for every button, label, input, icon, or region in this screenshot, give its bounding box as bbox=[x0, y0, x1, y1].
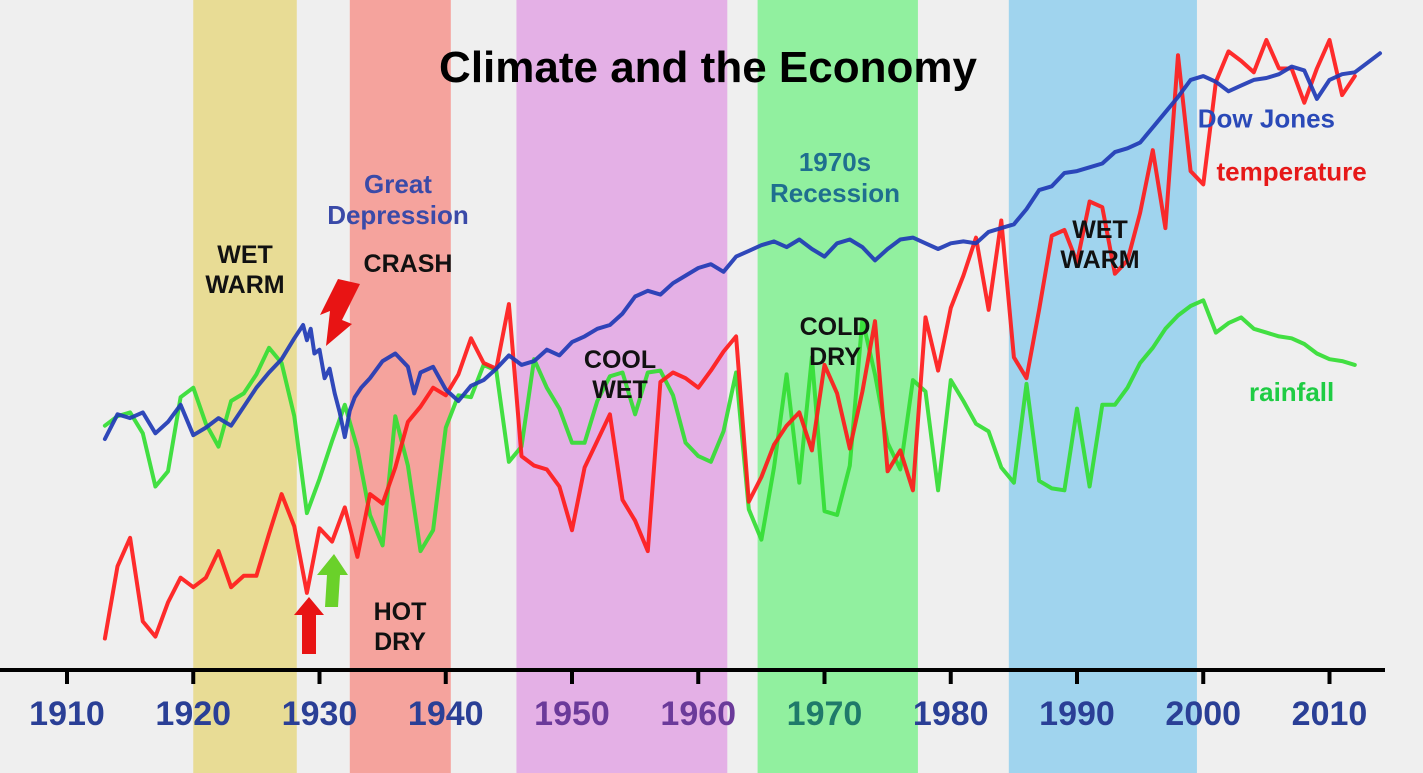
temperature-label: temperature bbox=[1216, 157, 1366, 187]
crash-arrow-icon bbox=[320, 279, 360, 346]
dow-jones-label: Dow Jones bbox=[1198, 103, 1335, 133]
annotation-3-line-2: Recession bbox=[770, 178, 900, 208]
annotation-1-line-2: Depression bbox=[327, 200, 469, 230]
era-band-label-5-line-2: WARM bbox=[1060, 246, 1139, 274]
era-band-label-1-line-1: WET bbox=[217, 241, 273, 269]
x-tick-label-1970: 1970 bbox=[787, 695, 863, 733]
dow-jones-line bbox=[102, 51, 1382, 441]
era-band-label-3-line-1: COOL bbox=[584, 346, 656, 374]
era-band-label-2-line-2: DRY bbox=[374, 628, 426, 656]
chart-title: Climate and the Economy bbox=[439, 43, 977, 92]
x-tick-label-1920: 1920 bbox=[155, 695, 231, 733]
x-tick-label-1990: 1990 bbox=[1039, 695, 1115, 733]
era-band-3 bbox=[516, 0, 728, 773]
x-tick-label-2000: 2000 bbox=[1165, 695, 1241, 733]
era-band-label-2-line-1: HOT bbox=[374, 598, 427, 626]
era-band-label-5-line-1: WET bbox=[1072, 216, 1128, 244]
x-tick-label-1980: 1980 bbox=[913, 695, 989, 733]
x-axis-ticks: 1910 1920 1930 1940 1950 1960 1970 1980 1990 2000… bbox=[29, 670, 1367, 733]
annotation-1-line-1: Great bbox=[364, 169, 432, 199]
era-band-label-4-line-2: DRY bbox=[809, 343, 861, 371]
temperature-up-arrow-icon bbox=[294, 597, 324, 654]
annotation-3-line-1: 1970s bbox=[799, 147, 871, 177]
x-tick-label-1910: 1910 bbox=[29, 695, 105, 733]
x-tick-label-1950: 1950 bbox=[534, 695, 610, 733]
rainfall-line bbox=[102, 298, 1357, 554]
era-band-label-3-line-2: WET bbox=[592, 376, 648, 404]
era-band-label-4-line-1: COLD bbox=[800, 313, 871, 341]
rainfall-label: rainfall bbox=[1249, 377, 1334, 407]
annotation-2-line-1: CRASH bbox=[364, 250, 453, 278]
series-labels: Dow Jones temperature rainfall bbox=[1198, 103, 1367, 407]
rainfall-up-arrow-icon bbox=[317, 554, 348, 607]
series-lines bbox=[102, 38, 1382, 641]
era-band-1 bbox=[193, 0, 297, 773]
x-tick-label-1930: 1930 bbox=[282, 695, 358, 733]
annotation-arrows bbox=[294, 279, 360, 654]
temperature-line bbox=[102, 38, 1357, 641]
x-tick-label-1940: 1940 bbox=[408, 695, 484, 733]
x-tick-label-1960: 1960 bbox=[660, 695, 736, 733]
era-band-label-1-line-2: WARM bbox=[205, 271, 284, 299]
x-tick-label-2010: 2010 bbox=[1292, 695, 1368, 733]
era-band-5 bbox=[1008, 0, 1197, 773]
era-band-4 bbox=[757, 0, 918, 773]
